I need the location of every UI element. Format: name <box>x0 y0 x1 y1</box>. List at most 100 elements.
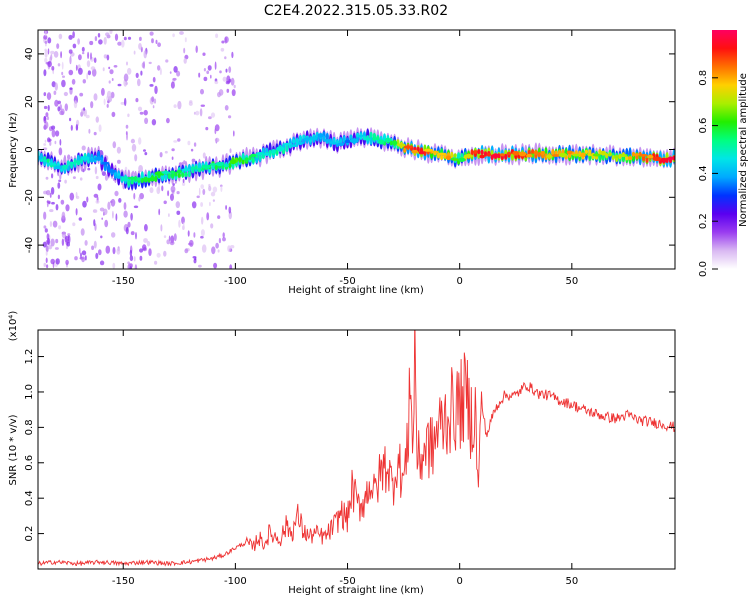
spectrogram-noise-cell <box>220 186 223 192</box>
spectrogram-ridge-cell <box>672 155 675 161</box>
spectrogram-ridge-cell <box>403 147 407 153</box>
spectrogram-noise-cell <box>49 221 53 227</box>
spectrogram-noise-cell <box>85 114 90 119</box>
spectrogram-noise-cell <box>181 216 185 225</box>
spectrogram-noise-cell <box>86 196 89 203</box>
spectrogram-peak-cell <box>284 142 290 146</box>
spectrogram-noise-cell <box>159 68 162 76</box>
spectrogram-peak-cell <box>101 161 110 165</box>
spectrogram-noise-cell <box>75 64 78 71</box>
spectrogram-noise-cell <box>54 247 59 250</box>
spectrogram-peak-cell <box>181 168 191 172</box>
spectrogram-noise-cell <box>142 244 147 251</box>
spectrogram-noise-cell <box>45 176 49 180</box>
spectrogram-ridge-cell <box>174 171 178 177</box>
spectrogram-noise-cell <box>44 139 47 143</box>
spectrogram-noise-cell <box>80 228 85 236</box>
spectrogram-noise-cell <box>184 248 189 254</box>
spectrogram-noise-cell <box>148 61 152 65</box>
spectrogram-noise-cell <box>45 112 49 117</box>
spectrogram-noise-cell <box>201 244 207 253</box>
spectrogram-noise-cell <box>51 173 54 179</box>
spectrogram-noise-cell <box>173 66 178 73</box>
spectrogram-noise-cell <box>163 235 167 239</box>
spectrogram-peak-cell <box>572 153 580 157</box>
spectrogram-noise-cell <box>187 140 191 146</box>
spectrogram-peak-cell <box>303 137 311 141</box>
spectrogram-peak-cell <box>69 161 74 165</box>
spectrogram-noise-cell <box>212 199 215 202</box>
spectrogram-noise-cell <box>129 266 132 269</box>
spectrogram-noise-cell <box>94 36 98 42</box>
spectrogram-noise-cell <box>72 176 76 180</box>
spectrogram-peak-cell <box>652 156 662 161</box>
spectrogram-noise-cell <box>113 65 118 68</box>
colorbar-tick-label: 0.2 <box>698 213 709 229</box>
spectrogram-noise-cell <box>151 119 157 126</box>
spectrogram-noise-cell <box>149 187 154 194</box>
spectrogram-noise-cell <box>225 80 230 85</box>
spectrogram-noise-cell <box>110 91 115 99</box>
spectrogram-noise-cell <box>93 57 97 63</box>
spectrogram-noise-cell <box>158 183 160 191</box>
spectrogram-noise-cell <box>93 240 97 249</box>
spectrogram-ridge-cell <box>154 175 158 182</box>
spectrogram-noise-cell <box>210 74 212 79</box>
spectrogram-peak-cell <box>190 166 195 171</box>
spectrogram-noise-cell <box>44 57 48 63</box>
spectrogram-noise-cell <box>103 54 108 59</box>
spectrogram-noise-cell <box>95 116 100 123</box>
spectrogram-noise-cell <box>163 250 167 257</box>
spectrogram-ridge-cell <box>194 165 198 170</box>
spectrogram-ridge-cell <box>457 152 461 160</box>
spectrogram-noise-cell <box>68 34 73 40</box>
spectrogram-noise-cell <box>169 71 172 74</box>
spectrogram-noise-cell <box>161 185 164 192</box>
spectrogram-peak-cell <box>271 149 276 154</box>
spectrogram-noise-cell <box>208 116 212 120</box>
spectrogram-noise-cell <box>99 207 105 212</box>
spectrogram-noise-cell <box>50 187 55 195</box>
spectrogram-noise-cell <box>79 177 83 181</box>
spectrogram-peak-cell <box>551 154 561 157</box>
spectrogram-noise-cell <box>67 233 71 236</box>
spectrogram-noise-cell <box>143 109 148 116</box>
spectrogram-noise-cell <box>200 202 204 207</box>
spectrogram-noise-cell <box>112 210 114 219</box>
spectrogram-noise-cell <box>87 167 91 171</box>
spectrogram-noise-cell <box>210 112 216 118</box>
spectrogram-ridge-cell <box>292 138 296 144</box>
colorbar-tick-label: 0.8 <box>698 70 709 86</box>
spectrogram-ridge-cell <box>181 172 185 178</box>
spectrogram-peak-cell <box>107 169 117 173</box>
spectrogram-noise-cell <box>230 77 235 86</box>
spectrogram-noise-cell <box>80 252 82 258</box>
spectrogram-ridge-cell <box>389 140 393 146</box>
spectrogram-ridge-cell <box>228 162 232 169</box>
spectrogram-noise-cell <box>198 72 201 78</box>
spectrogram-ridge-cell <box>551 148 555 156</box>
spectrogram-ridge-cell <box>107 165 111 172</box>
spectrogram-noise-cell <box>81 46 85 52</box>
spectrogram-noise-cell <box>127 113 130 118</box>
spectrogram-noise-cell <box>210 223 214 229</box>
spectrogram-noise-cell <box>55 130 60 137</box>
spectrogram-noise-cell <box>79 92 84 97</box>
spectrogram-noise-cell <box>93 219 96 227</box>
spectrogram-noise-cell <box>139 111 144 115</box>
spectrogram-noise-cell <box>51 201 55 205</box>
spectrogram-noise-cell <box>87 70 91 76</box>
snr-x-tick-label: -50 <box>339 576 355 587</box>
spectrogram-noise-cell <box>208 185 212 192</box>
spectrogram-noise-cell <box>109 30 113 35</box>
chart-title: C2E4.2022.315.05.33.R02 <box>264 3 448 19</box>
spectrogram-noise-cell <box>117 83 122 87</box>
spectrogram-noise-cell <box>44 40 48 44</box>
spectrogram-noise-cell <box>144 224 148 232</box>
spectrogram-noise-cell <box>202 188 206 195</box>
spectrogram-y-tick-label: -20 <box>24 189 35 205</box>
spectrogram-ridge-cell <box>369 131 373 138</box>
spectrogram-noise-cell <box>170 193 174 201</box>
spectrogram-noise-cell <box>183 58 187 64</box>
snr-x-label: Height of straight line (km) <box>288 585 424 596</box>
